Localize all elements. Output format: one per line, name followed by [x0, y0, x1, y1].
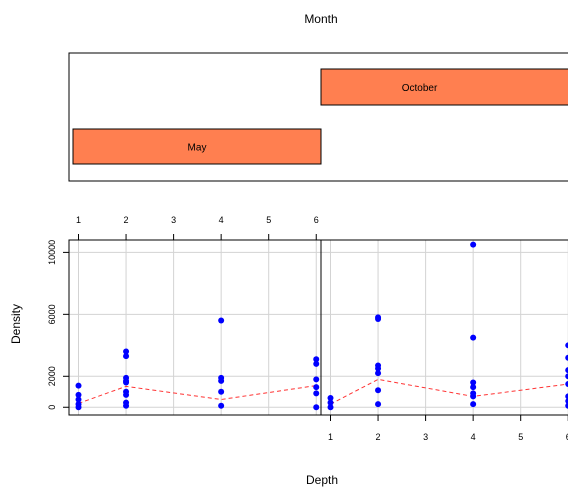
data-point	[565, 367, 568, 374]
data-point	[375, 387, 382, 394]
data-point	[75, 382, 82, 389]
data-point	[565, 354, 568, 361]
y-axis-label: Density	[9, 304, 23, 344]
data-point	[327, 399, 334, 406]
x-tick-label: 6	[566, 432, 568, 442]
panel-may: 1 2 3 4 5 6	[69, 215, 321, 415]
data-point	[470, 401, 477, 408]
data-point	[75, 404, 82, 411]
data-point	[470, 379, 477, 386]
x-tick-label: 3	[171, 215, 176, 225]
strip-label-october: October	[402, 83, 438, 94]
data-point	[313, 390, 320, 397]
trend-line	[330, 378, 568, 405]
data-point	[470, 393, 477, 400]
x-tick-label: 6	[314, 215, 319, 225]
data-point	[565, 381, 568, 388]
data-point	[218, 402, 225, 409]
data-point	[313, 376, 320, 383]
strip-panel: May October	[68, 52, 568, 182]
x-tick-label: 3	[423, 432, 428, 442]
x-tick-label: 1	[328, 432, 333, 442]
data-point	[565, 398, 568, 405]
data-point	[123, 348, 130, 355]
data-point	[565, 393, 568, 400]
strip-bar-october	[320, 68, 568, 106]
data-point	[327, 404, 334, 411]
chart-title: Month	[304, 12, 337, 26]
x-tick-label: 4	[471, 432, 476, 442]
x-tick-label: 5	[518, 432, 523, 442]
data-point	[218, 388, 225, 395]
data-point	[327, 394, 334, 401]
x-tick-label: 5	[266, 215, 271, 225]
data-point	[375, 401, 382, 408]
x-tick-label: 4	[219, 215, 224, 225]
x-tick-label: 2	[124, 215, 129, 225]
y-tick-label: 2000	[47, 366, 57, 386]
data-point	[218, 377, 225, 384]
data-point	[123, 391, 130, 398]
data-point	[313, 384, 320, 391]
strip-label-may: May	[188, 143, 207, 154]
data-point	[375, 315, 382, 322]
strip-bar-may	[72, 128, 322, 165]
data-point	[75, 396, 82, 403]
x-axis-label: Depth	[306, 473, 338, 487]
data-point	[375, 365, 382, 372]
data-point	[123, 379, 130, 386]
y-tick-label: 10000	[47, 240, 57, 265]
trend-line	[78, 385, 317, 404]
data-point	[375, 370, 382, 377]
y-tick-label: 6000	[47, 304, 57, 324]
data-point	[470, 384, 477, 391]
data-point	[313, 404, 320, 411]
data-point	[123, 353, 130, 360]
data-point	[565, 342, 568, 349]
data-point	[470, 241, 477, 248]
x-tick-label: 2	[376, 432, 381, 442]
data-point	[313, 360, 320, 367]
data-point	[470, 334, 477, 341]
data-point	[123, 402, 130, 409]
plot-area: 1 2 3 4 5 6 1 2 3 4 5 6 0 2000 6000 10000	[47, 215, 568, 442]
panel-october: 1 2 3 4 5 6	[321, 240, 568, 442]
data-point	[75, 391, 82, 398]
data-point	[218, 317, 225, 324]
x-tick-label: 1	[76, 215, 81, 225]
data-point	[565, 373, 568, 380]
data-point	[313, 356, 320, 363]
data-point	[565, 402, 568, 409]
y-tick-label: 0	[47, 405, 57, 410]
